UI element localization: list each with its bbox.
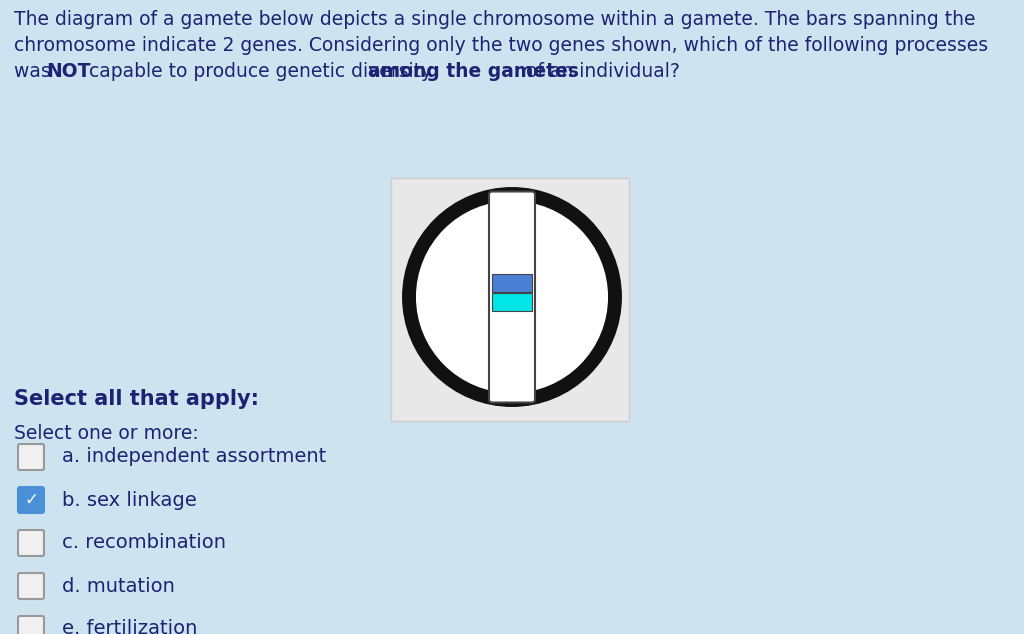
- Text: Select one or more:: Select one or more:: [14, 424, 199, 443]
- Text: d. mutation: d. mutation: [62, 576, 175, 595]
- Text: c. recombination: c. recombination: [62, 533, 226, 552]
- FancyBboxPatch shape: [18, 444, 44, 470]
- Circle shape: [413, 199, 618, 405]
- Text: was: was: [14, 62, 56, 81]
- Text: chromosome indicate 2 genes. Considering only the two genes shown, which of the : chromosome indicate 2 genes. Considering…: [14, 36, 988, 55]
- Text: a. independent assortment: a. independent assortment: [62, 448, 327, 467]
- Text: of an individual?: of an individual?: [520, 62, 680, 81]
- Text: capable to produce genetic diversity: capable to produce genetic diversity: [83, 62, 438, 81]
- Text: b. sex linkage: b. sex linkage: [62, 491, 197, 510]
- Text: The diagram of a gamete below depicts a single chromosome within a gamete. The b: The diagram of a gamete below depicts a …: [14, 10, 976, 29]
- Text: ✓: ✓: [24, 491, 38, 509]
- FancyBboxPatch shape: [18, 530, 44, 556]
- Bar: [492, 274, 532, 292]
- Text: Select all that apply:: Select all that apply:: [14, 389, 259, 409]
- FancyBboxPatch shape: [391, 178, 629, 420]
- Bar: [492, 293, 532, 311]
- FancyBboxPatch shape: [18, 487, 44, 513]
- Text: among the gametes: among the gametes: [368, 62, 579, 81]
- Text: NOT: NOT: [46, 62, 90, 81]
- Circle shape: [409, 194, 615, 400]
- FancyBboxPatch shape: [18, 616, 44, 634]
- FancyBboxPatch shape: [489, 191, 535, 403]
- Text: e. fertilization: e. fertilization: [62, 619, 198, 634]
- FancyBboxPatch shape: [18, 573, 44, 599]
